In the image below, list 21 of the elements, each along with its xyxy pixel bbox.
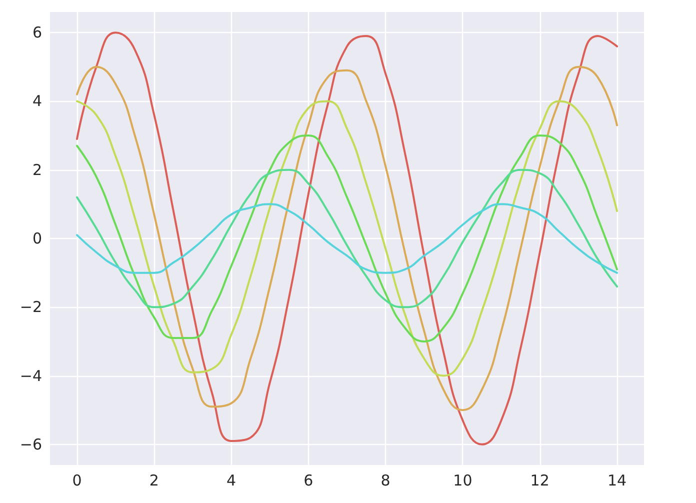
y-tick-label: 4 <box>32 92 42 110</box>
x-tick-label: 6 <box>304 472 314 490</box>
y-tick-label: −6 <box>20 435 42 454</box>
line-series <box>76 100 618 377</box>
x-tick-label: 0 <box>72 472 82 490</box>
x-tick-label: 4 <box>226 472 236 490</box>
line-series <box>76 66 618 412</box>
y-tick-label: −4 <box>20 366 42 385</box>
x-tick-label: 2 <box>149 472 159 490</box>
y-tick-label: −2 <box>20 298 42 316</box>
line-series <box>76 134 618 342</box>
line-series <box>76 168 618 308</box>
y-tick-label: 6 <box>32 24 42 42</box>
x-tick-label: 8 <box>380 472 390 490</box>
x-tick-label: 10 <box>453 472 472 490</box>
line-series <box>76 32 618 446</box>
line-series <box>76 203 618 274</box>
y-tick-label: 2 <box>32 160 42 179</box>
x-tick-label: 14 <box>607 472 627 490</box>
x-tick-label: 12 <box>530 472 550 490</box>
y-tick-label: 0 <box>32 230 42 248</box>
